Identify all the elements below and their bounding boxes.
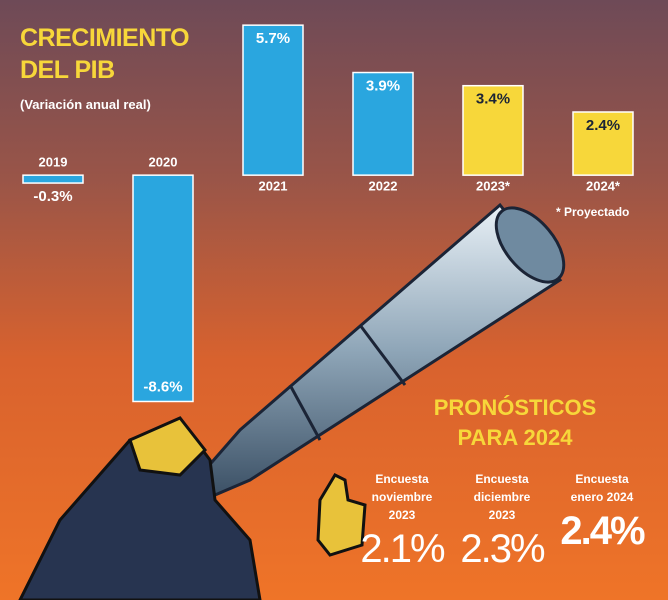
forecast-title: PRONÓSTICOS PARA 2024: [433, 395, 597, 450]
value-label: 3.4%: [476, 91, 510, 108]
bar: [132, 174, 194, 403]
bar: [352, 71, 414, 176]
bar: [242, 24, 304, 176]
forecast-item: Encuesta diciembre 2023 2.3%: [452, 470, 552, 574]
bar: [572, 111, 634, 176]
forecast-label: Encuesta noviembre 2023: [371, 472, 433, 522]
chart-title: CRECIMIENTO DEL PIB: [20, 24, 190, 84]
bar: [22, 174, 84, 184]
bar: [462, 84, 524, 176]
value-label: 5.7%: [256, 30, 290, 47]
forecast-value: 2.3%: [460, 527, 545, 571]
forecast-item: Encuesta enero 2024 2.4%: [552, 470, 652, 556]
x-tick-label: 2023*: [476, 179, 511, 194]
x-tick-label: 2020: [149, 155, 178, 170]
forecast-label: Encuesta diciembre 2023: [473, 472, 531, 522]
x-tick-label: 2019: [39, 155, 68, 170]
forecast-value: 2.4%: [560, 509, 645, 553]
chart-subtitle: (Variación anual real): [20, 97, 151, 112]
value-label: -0.3%: [33, 188, 72, 205]
x-tick-label: 2022: [369, 179, 398, 194]
value-label: -8.6%: [143, 378, 182, 395]
value-label: 2.4%: [586, 117, 620, 134]
x-tick-label: 2021: [259, 179, 288, 194]
x-tick-label: 2024*: [586, 179, 621, 194]
value-label: 3.9%: [366, 77, 400, 94]
forecast-item: Encuesta noviembre 2023 2.1%: [352, 470, 452, 574]
forecast-label: Encuesta enero 2024: [570, 472, 634, 504]
forecast-value: 2.1%: [360, 527, 445, 571]
illustration: [18, 202, 566, 600]
note: * Proyectado: [556, 205, 630, 219]
